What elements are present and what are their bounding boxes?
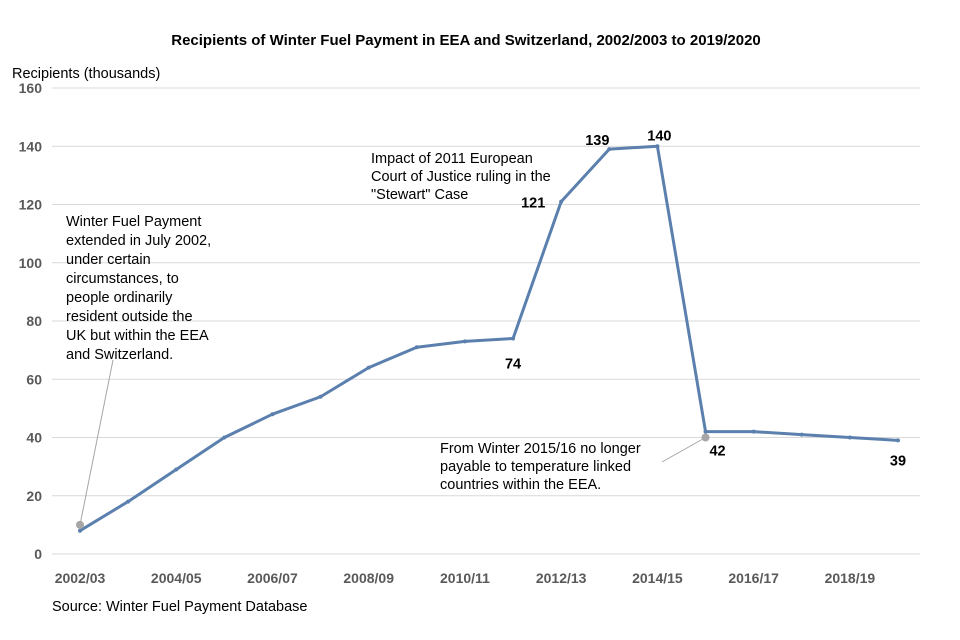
series-line [79,144,899,532]
x-tick-label: 2014/15 [632,570,683,586]
annotation-line: circumstances, to [66,271,179,287]
x-axis-ticks: 2002/03 2004/05 2006/07 2008/09 2010/11 2012/… [55,570,876,586]
data-point [270,412,275,417]
source-note: Source: Winter Fuel Payment Database [52,599,307,615]
data-point [78,528,82,533]
chart-title: Recipients of Winter Fuel Payment in EEA… [171,32,761,49]
data-labels: 74 121 139 140 42 39 [505,128,906,469]
data-point [896,438,900,443]
annotation-line: Court of Justice ruling in the [371,169,551,185]
y-tick-label: 40 [26,430,42,446]
data-label: 39 [890,453,906,469]
data-point [655,144,660,149]
data-point [607,147,612,152]
x-tick-label: 2010/11 [440,570,490,586]
y-tick-label: 100 [19,255,43,271]
annotations: Winter Fuel Payment extended in July 2002… [66,151,641,493]
x-tick-label: 2008/09 [343,570,394,586]
data-label: 140 [647,128,671,144]
x-tick-label: 2006/07 [247,570,298,586]
data-point [511,336,516,341]
annotation-leader-line [661,437,706,463]
data-label: 139 [585,133,609,149]
data-point [174,467,179,472]
annotation-2002: Winter Fuel Payment extended in July 2002… [66,214,211,363]
annotation-line: UK but within the EEA [66,328,209,344]
data-points [78,144,900,533]
data-point [847,435,852,440]
x-tick-label: 2002/03 [55,570,106,586]
annotation-line: resident outside the [66,309,193,325]
annotation-markers [76,433,710,529]
x-tick-label: 2004/05 [151,570,202,586]
y-axis-label: Recipients (thousands) [12,66,160,82]
data-point [414,345,419,350]
y-tick-label: 60 [26,371,42,387]
annotation-line: Winter Fuel Payment [66,214,201,230]
y-tick-label: 160 [19,80,43,96]
annotation-line: "Stewart" Case [371,187,468,203]
annotation-line: under certain [66,252,151,268]
y-tick-label: 80 [26,313,42,329]
data-point [799,432,804,437]
annotation-leader-line [79,359,114,525]
x-tick-label: 2012/13 [536,570,587,586]
annotation-line: and Switzerland. [66,347,173,363]
data-label: 42 [709,444,725,460]
gridlines [52,87,920,497]
annotation-line: countries within the EEA. [440,477,601,493]
y-tick-label: 0 [34,546,42,562]
annotation-line: payable to temperature linked [440,459,631,475]
annotation-stewart: Impact of 2011 European Court of Justice … [371,151,551,203]
x-tick-label: 2018/19 [825,570,876,586]
data-point [703,429,708,434]
annotation-marker [76,520,84,529]
annotation-line: Impact of 2011 European [371,151,533,167]
data-point [366,365,371,370]
annotation-line: extended in July 2002, [66,233,211,249]
annotation-line: From Winter 2015/16 no longer [440,441,641,457]
annotation-marker [701,433,710,442]
data-point [559,199,564,204]
data-point [751,429,756,434]
y-axis-ticks: 0 20 40 60 80 100 120 140 160 [19,80,43,562]
x-tick-label: 2016/17 [728,570,779,586]
data-point [126,499,131,504]
annotation-leaders [79,359,706,525]
data-point [318,394,323,399]
annotation-2015: From Winter 2015/16 no longer payable to … [440,441,641,493]
data-label: 74 [505,356,521,372]
y-tick-label: 20 [26,488,42,504]
data-label: 121 [521,196,545,212]
y-tick-label: 120 [19,197,43,213]
data-point [462,339,467,344]
y-tick-label: 140 [19,138,43,154]
data-point [222,435,227,440]
annotation-line: people ordinarily [66,290,173,306]
